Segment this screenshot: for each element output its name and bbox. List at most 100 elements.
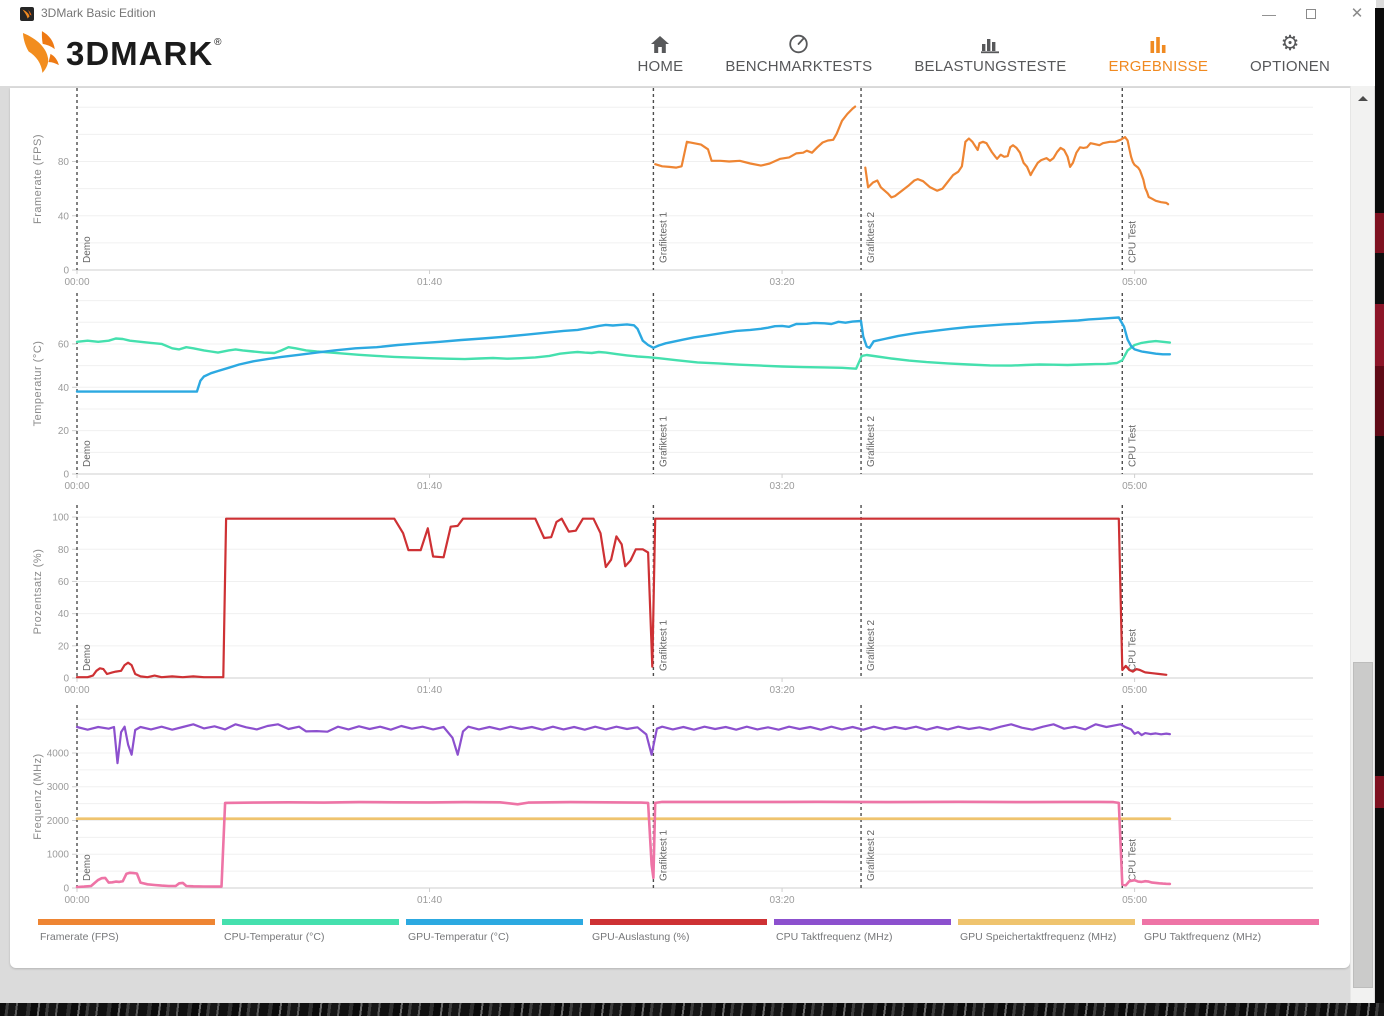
y-tick-label: 4000 bbox=[47, 748, 70, 759]
x-tick-label: 00:00 bbox=[64, 277, 89, 288]
gear-icon: ⚙ bbox=[1280, 32, 1300, 55]
legend-swatch bbox=[222, 919, 399, 925]
header: 3DMARK ® HOME BENCHMARKTESTS BELASTUNGSTE… bbox=[0, 28, 1376, 86]
chart-temperatur: 0 20 40 60 Temperatur (°C) 00:00 01:40 03:20 05:… bbox=[32, 293, 1313, 492]
legend-item: GPU Taktfrequenz (MHz) bbox=[1142, 919, 1320, 943]
legend-label: CPU-Temperatur (°C) bbox=[224, 931, 325, 943]
section-label: Demo bbox=[82, 854, 93, 881]
minimize-button[interactable]: — bbox=[1252, 0, 1286, 28]
x-tick-label: 03:20 bbox=[770, 277, 795, 288]
legend-item: CPU-Temperatur (°C) bbox=[222, 919, 400, 943]
chart-legend: Framerate (FPS) CPU-Temperatur (°C) GPU-Te… bbox=[10, 919, 1350, 953]
y-tick-label: 40 bbox=[58, 383, 70, 394]
y-axis-title: Frequenz (MHz) bbox=[32, 753, 44, 839]
section-label: Grafiktest 1 bbox=[658, 829, 669, 881]
y-axis-title: Prozentsatz (%) bbox=[32, 549, 44, 635]
close-button[interactable]: ✕ bbox=[1340, 0, 1374, 28]
section-label: Grafiktest 1 bbox=[658, 415, 669, 467]
x-tick-label: 05:00 bbox=[1122, 277, 1147, 288]
charts-canvas: 0 40 80 Framerate (FPS) 00:00 01:40 03:20 05:00… bbox=[32, 88, 1313, 906]
y-tick-label: 0 bbox=[63, 884, 69, 895]
legend-swatch bbox=[38, 919, 215, 925]
section-label: CPU Test bbox=[1127, 425, 1138, 467]
section-label: Grafiktest 2 bbox=[866, 829, 877, 881]
y-axis-title: Temperatur (°C) bbox=[32, 341, 44, 427]
series-GPU-Auslastung (%) bbox=[75, 517, 1168, 679]
section-label: Grafiktest 1 bbox=[658, 619, 669, 671]
app-icon bbox=[20, 7, 34, 21]
y-tick-label: 0 bbox=[63, 470, 69, 481]
y-tick-label: 60 bbox=[58, 577, 70, 588]
legend-swatch bbox=[774, 919, 951, 925]
logo-text: 3DMARK bbox=[66, 35, 214, 72]
legend-label: GPU-Temperatur (°C) bbox=[408, 931, 510, 943]
gauge-icon bbox=[788, 32, 809, 54]
series-GPU-Temperatur (°C) bbox=[75, 316, 1172, 393]
legend-label: GPU Taktfrequenz (MHz) bbox=[1144, 931, 1262, 943]
legend-swatch bbox=[1142, 919, 1319, 925]
maximize-button[interactable] bbox=[1294, 0, 1328, 28]
section-label: Grafiktest 2 bbox=[866, 415, 877, 467]
legend-swatch bbox=[958, 919, 1135, 925]
desktop-wallpaper-right bbox=[1375, 8, 1384, 1016]
legend-label: CPU Taktfrequenz (MHz) bbox=[776, 931, 893, 943]
home-icon bbox=[650, 32, 670, 54]
legend-item: GPU-Temperatur (°C) bbox=[406, 919, 584, 943]
legend-swatch bbox=[590, 919, 767, 925]
x-tick-label: 00:00 bbox=[64, 685, 89, 696]
x-tick-label: 05:00 bbox=[1122, 895, 1147, 906]
bar-chart-icon bbox=[980, 32, 1000, 54]
y-tick-label: 20 bbox=[58, 641, 70, 652]
charts-panel: 0 40 80 Framerate (FPS) 00:00 01:40 03:20 05:00… bbox=[10, 88, 1350, 968]
y-tick-label: 0 bbox=[63, 266, 69, 277]
section-label: CPU Test bbox=[1127, 221, 1138, 263]
close-icon: ✕ bbox=[1350, 5, 1364, 22]
section-label: Grafiktest 2 bbox=[866, 211, 877, 263]
nav-item-benchmarktests[interactable]: BENCHMARKTESTS bbox=[725, 32, 872, 75]
nav-label: HOME bbox=[637, 58, 684, 75]
scroll-up-arrow-icon[interactable] bbox=[1351, 88, 1375, 102]
nav-item-ergebnisse[interactable]: ERGEBNISSE bbox=[1109, 32, 1209, 75]
legend-item: Framerate (FPS) bbox=[38, 919, 216, 943]
chart-framerate: 0 40 80 Framerate (FPS) 00:00 01:40 03:20 05:00… bbox=[32, 88, 1313, 288]
y-tick-label: 2000 bbox=[47, 816, 70, 827]
vertical-scrollbar[interactable] bbox=[1350, 86, 1374, 1016]
main-nav: HOME BENCHMARKTESTS BELASTUNGSTESTE ERGE… bbox=[638, 32, 1331, 75]
series-Framerate (FPS) bbox=[864, 135, 1170, 206]
y-tick-label: 80 bbox=[58, 157, 70, 168]
nav-label: BENCHMARKTESTS bbox=[725, 58, 873, 75]
chart-prozentsatz: 0 20 40 60 80 100 Prozentsatz (%) 00:00 01:40 03:… bbox=[32, 505, 1313, 696]
legend-label: GPU Speichertaktfrequenz (MHz) bbox=[960, 931, 1117, 943]
flame-icon bbox=[22, 30, 60, 79]
logo: 3DMARK ® bbox=[22, 30, 222, 79]
legend-item: GPU-Auslastung (%) bbox=[590, 919, 768, 943]
x-tick-label: 01:40 bbox=[417, 685, 442, 696]
maximize-icon bbox=[1306, 9, 1316, 20]
nav-item-belastungsteste[interactable]: BELASTUNGSTESTE bbox=[914, 32, 1066, 75]
results-content: 0 40 80 Framerate (FPS) 00:00 01:40 03:20 05:00… bbox=[0, 86, 1384, 1003]
y-tick-label: 40 bbox=[58, 609, 70, 620]
x-tick-label: 00:00 bbox=[64, 895, 89, 906]
nav-label: OPTIONEN bbox=[1250, 58, 1330, 75]
x-tick-label: 01:40 bbox=[417, 277, 442, 288]
x-tick-label: 01:40 bbox=[417, 481, 442, 492]
section-label: Demo bbox=[82, 644, 93, 671]
y-tick-label: 100 bbox=[52, 513, 69, 524]
nav-item-optionen[interactable]: ⚙ OPTIONEN bbox=[1250, 32, 1330, 75]
nav-label: ERGEBNISSE bbox=[1108, 58, 1209, 75]
x-tick-label: 01:40 bbox=[417, 895, 442, 906]
x-tick-label: 00:00 bbox=[64, 481, 89, 492]
x-tick-label: 05:00 bbox=[1122, 481, 1147, 492]
nav-item-home[interactable]: HOME bbox=[638, 32, 684, 75]
series-Framerate (FPS) bbox=[654, 105, 857, 169]
registered-mark: ® bbox=[214, 36, 222, 48]
series-CPU-Temperatur (°C) bbox=[75, 337, 1172, 370]
scrollbar-thumb[interactable] bbox=[1353, 662, 1373, 988]
window-title: 3DMark Basic Edition bbox=[41, 6, 156, 20]
y-tick-label: 20 bbox=[58, 426, 70, 437]
y-tick-label: 40 bbox=[58, 211, 70, 222]
section-label: Demo bbox=[82, 440, 93, 467]
y-tick-label: 80 bbox=[58, 545, 70, 556]
